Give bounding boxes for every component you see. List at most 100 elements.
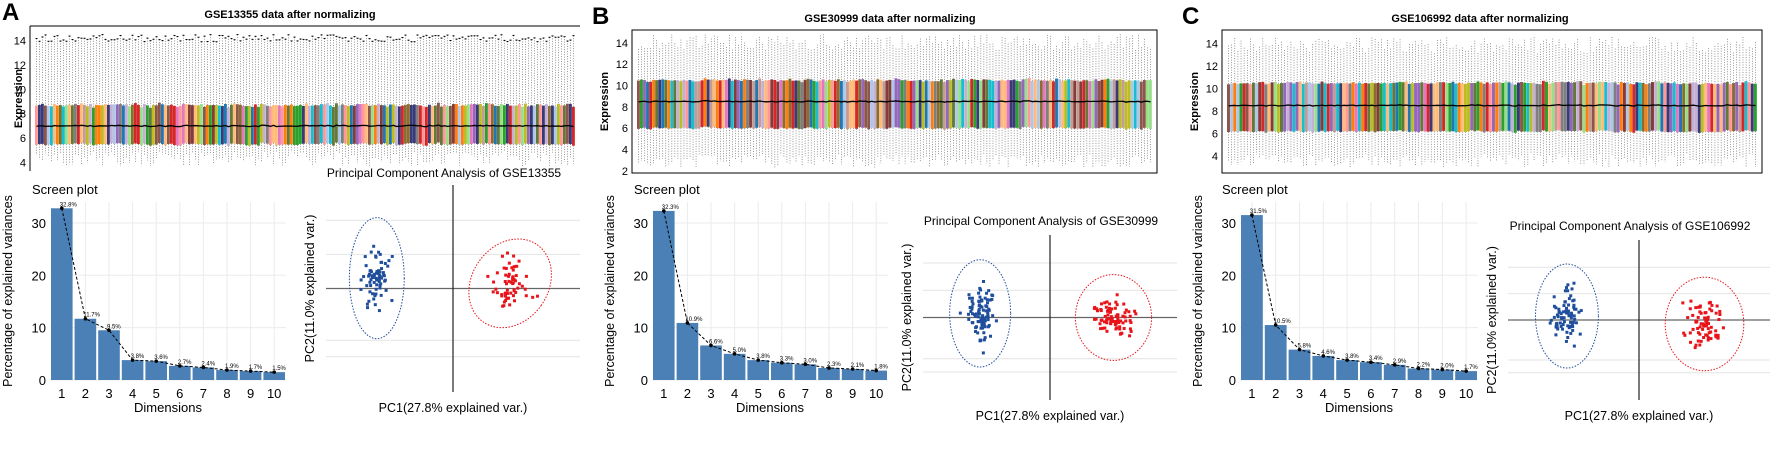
sample-box: [407, 104, 410, 144]
sample-box: [697, 81, 701, 129]
sample-box: [815, 81, 819, 129]
sample-box: [1379, 83, 1383, 132]
scree-point: [107, 328, 111, 333]
sample-box: [1725, 81, 1729, 131]
sample-box: [284, 104, 287, 145]
pca-point: [1696, 326, 1700, 330]
confidence-ellipse: [1664, 276, 1745, 372]
pca-point: [1118, 325, 1122, 329]
panel-label: C: [1182, 3, 1199, 30]
panel-svg: B GSE30999 data after normalizing24681012…: [592, 3, 1177, 423]
pca-point: [980, 315, 984, 319]
pca-point: [1115, 313, 1119, 317]
pca-point: [1704, 323, 1708, 327]
pca-point: [1694, 320, 1698, 324]
pca-point: [1701, 327, 1705, 331]
pca-point: [977, 310, 981, 314]
sample-box: [982, 79, 986, 128]
pca-point: [987, 308, 991, 312]
sample-box: [1264, 84, 1268, 133]
sample-box: [335, 103, 338, 143]
pca-point: [364, 264, 368, 268]
sample-box: [77, 105, 80, 145]
pca-point: [500, 293, 504, 297]
sample-box: [830, 80, 834, 128]
pca-point: [1103, 301, 1107, 305]
sample-box: [1348, 83, 1352, 132]
sample-box: [946, 80, 949, 129]
sample-box: [326, 103, 329, 144]
sample-box: [664, 79, 668, 128]
scree-bar: [51, 208, 73, 380]
pca-point: [373, 303, 377, 307]
pca-point: [377, 280, 381, 284]
pca-point: [970, 299, 974, 303]
sample-box: [1694, 82, 1698, 132]
sample-box: [952, 78, 955, 128]
pca-point: [967, 317, 971, 321]
sample-box: [652, 79, 656, 128]
scree-bar: [865, 370, 887, 380]
pca-point: [384, 288, 388, 292]
sample-box: [1448, 82, 1452, 132]
sample-box: [1273, 81, 1277, 132]
scree-point: [1273, 323, 1278, 327]
sample-box: [730, 80, 734, 129]
boxplot-title: GSE106992 data after normalizing: [1391, 13, 1568, 25]
sample-box: [1722, 82, 1726, 132]
sample-box: [1361, 83, 1365, 132]
pca-point: [378, 273, 382, 277]
bar-value-label: 1.7%: [249, 365, 263, 371]
confidence-ellipse: [1074, 274, 1153, 361]
sample-box: [1657, 81, 1661, 131]
pca-point: [1696, 331, 1700, 335]
sample-box: [1148, 80, 1152, 130]
pca-point: [1688, 307, 1692, 311]
pca-point: [531, 295, 535, 299]
sample-box: [939, 79, 943, 129]
sample-box: [1130, 80, 1134, 129]
pca-point: [980, 323, 984, 327]
sample-box: [1311, 83, 1315, 133]
sample-box: [377, 103, 380, 144]
pca-point: [1116, 318, 1120, 322]
pca-point: [1108, 302, 1112, 306]
sample-box: [1133, 80, 1137, 129]
sample-box: [1510, 83, 1514, 133]
pca-point: [1109, 315, 1113, 319]
pca-point: [979, 288, 983, 292]
bar-value-label: 11.7%: [83, 313, 100, 319]
pca-point: [502, 266, 506, 270]
pca-point: [1561, 310, 1565, 314]
pca-point: [383, 261, 387, 265]
sample-box: [1401, 82, 1405, 132]
sample-box: [248, 105, 251, 146]
sample-box: [458, 106, 461, 145]
pca-point: [1564, 339, 1568, 343]
sample-box: [1115, 80, 1119, 128]
scree-bar: [723, 353, 746, 380]
pca-point: [504, 273, 508, 277]
pca-point: [362, 275, 366, 279]
pca-point: [1555, 324, 1559, 328]
bar-value-label: 10.9%: [685, 317, 703, 323]
scree-title: Screen plot: [1222, 182, 1288, 197]
sample-box: [1024, 78, 1028, 128]
sample-box: [1112, 79, 1116, 129]
sample-box: [1392, 82, 1396, 131]
sample-box: [83, 104, 86, 144]
sample-box: [1073, 80, 1077, 129]
sample-box: [1682, 83, 1686, 132]
sample-box: [260, 103, 263, 143]
pca-point: [977, 291, 981, 295]
pca-point: [504, 291, 508, 295]
sample-box: [712, 79, 716, 127]
scree-bar: [239, 371, 262, 380]
x-tick-label: 7: [200, 386, 207, 401]
pca-title: Principal Component Analysis of GSE13355: [327, 166, 561, 180]
sample-box: [661, 79, 665, 129]
y-tick-label: 2: [622, 166, 628, 178]
x-tick-label: 9: [247, 386, 254, 401]
pca-point: [958, 311, 962, 315]
pca-point: [494, 287, 498, 291]
